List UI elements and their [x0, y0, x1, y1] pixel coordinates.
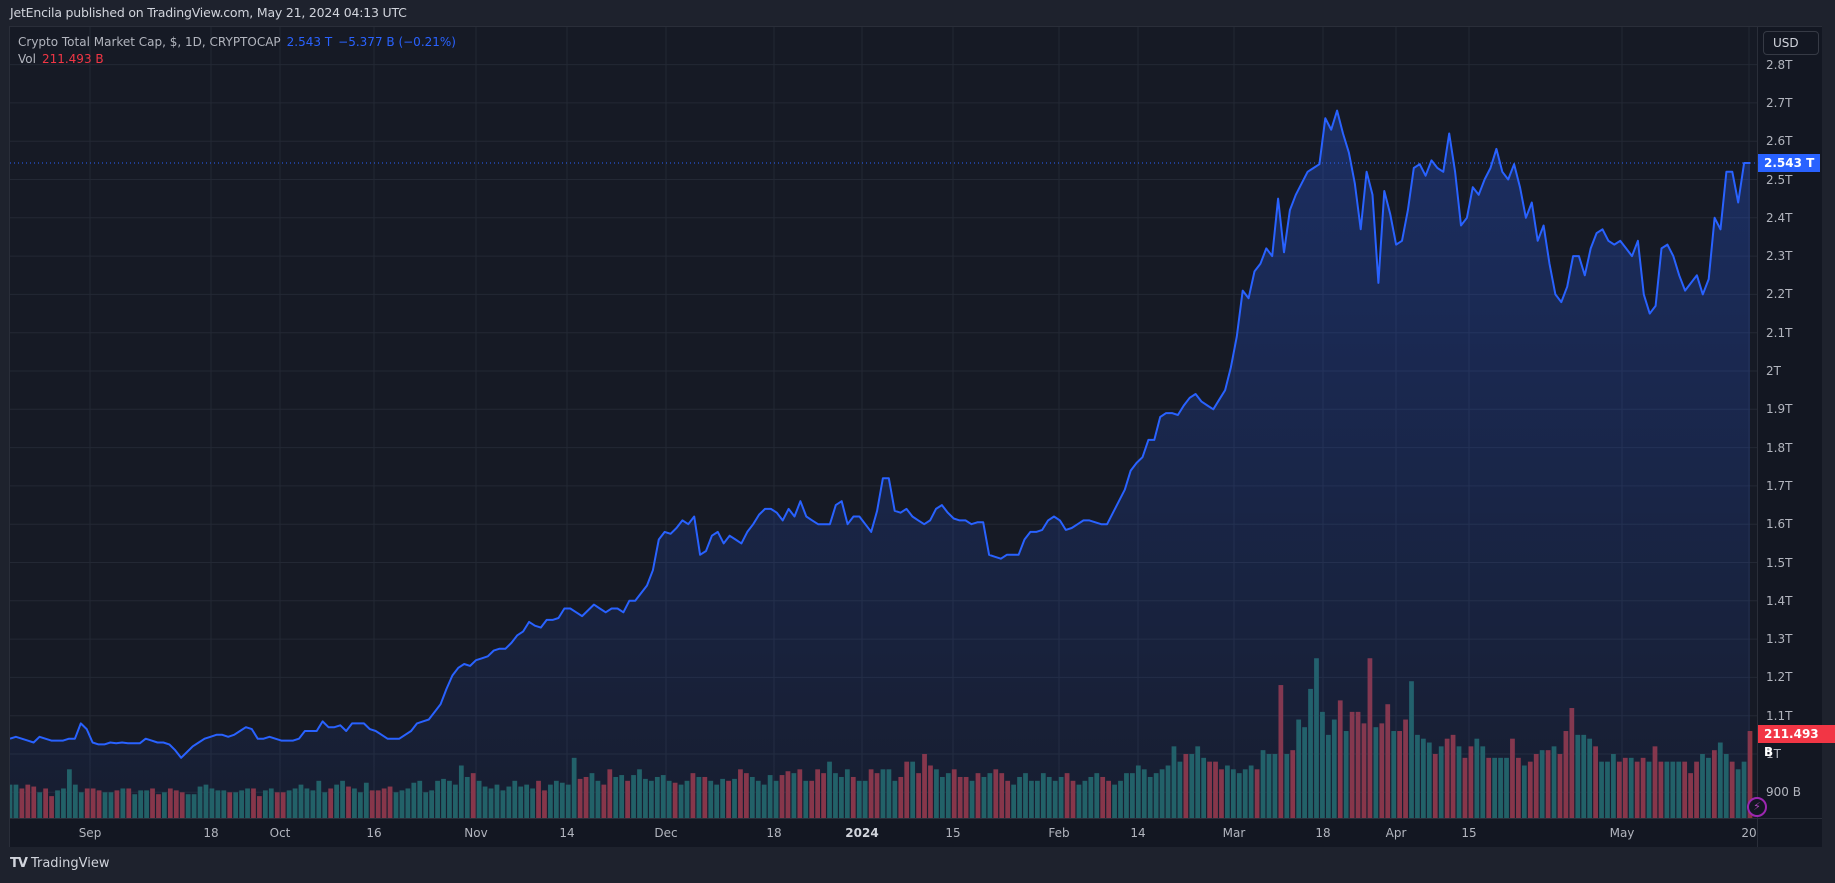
last-volume-label: 211.493 B [1758, 725, 1835, 759]
last-price: 2.543 T [286, 35, 333, 49]
y-tick-label: 1.3T [1766, 632, 1793, 647]
y-tick-label: 1.4T [1766, 593, 1793, 608]
x-tick-label: 20 [1741, 826, 1757, 840]
chart-pane[interactable] [10, 27, 1757, 818]
y-tick-label: 2.7T [1766, 95, 1793, 110]
x-tick-label: Sep [78, 826, 102, 840]
x-tick-label: 18 [766, 826, 782, 840]
x-tick-label: 15 [945, 826, 961, 840]
x-tick-label: 16 [366, 826, 382, 840]
x-tick-label: Mar [1222, 826, 1246, 840]
y-tick-label: 1.5T [1766, 555, 1793, 570]
y-tick-label: 2.4T [1766, 210, 1793, 225]
volume-legend[interactable]: Vol 211.493 B [18, 51, 456, 68]
x-tick-label: 15 [1461, 826, 1477, 840]
publish-info: JetEncila published on TradingView.com, … [10, 5, 407, 20]
chart-legend: Crypto Total Market Cap, $, 1D, CRYPTOCA… [18, 34, 456, 68]
y-tick-label: 2.1T [1766, 325, 1793, 340]
x-tick-label: Nov [464, 826, 488, 840]
last-price-label: 2.543 T [1758, 154, 1821, 173]
y-tick-label: 1T [1766, 747, 1781, 761]
lightning-icon[interactable]: ⚡ [1747, 797, 1767, 817]
symbol-title: Crypto Total Market Cap, $, 1D, CRYPTOCA… [18, 35, 281, 49]
y-tick-label: 2.5T [1766, 172, 1793, 187]
footer: TV TradingView [10, 856, 109, 871]
footer-brand[interactable]: TradingView [30, 856, 110, 871]
x-tick-label: Feb [1048, 826, 1070, 840]
time-axis[interactable]: Sep 18 Oct 16 Nov 14 Dec 18 2024 15 Feb 14 Mar 18 Apr 1… [10, 818, 1757, 847]
y-tick-label: 1.8T [1766, 440, 1793, 455]
volume-value: 211.493 B [41, 52, 104, 66]
x-tick-label: 2024 [845, 826, 879, 840]
currency-button[interactable]: USD [1763, 31, 1819, 55]
y-tick-label: 1.7T [1766, 478, 1793, 493]
x-tick-label: 18 [1315, 826, 1331, 840]
y-tick-label: 2.3T [1766, 249, 1793, 264]
x-tick-label: 14 [559, 826, 575, 840]
x-tick-label: 14 [1130, 826, 1146, 840]
y-tick-label: 1.2T [1766, 670, 1793, 685]
price-axis[interactable]: 2.8T 2.7T 2.6T 2.5T 2.4T 2.3T 2.2T 2.1T 2T 1.9T 1.… [1757, 27, 1822, 818]
symbol-legend[interactable]: Crypto Total Market Cap, $, 1D, CRYPTOCA… [18, 34, 456, 51]
x-tick-label: Apr [1385, 826, 1407, 840]
y-tick-label: 2T [1766, 364, 1781, 378]
y-tick-label: 2.2T [1766, 287, 1793, 302]
price-volume-chart [10, 27, 1757, 818]
y-tick-label: 2.8T [1766, 57, 1793, 72]
y-tick-label: 1.9T [1766, 402, 1793, 417]
axis-corner [1757, 818, 1822, 847]
x-tick-label: Dec [654, 826, 678, 840]
y-tick-label: 900 B [1766, 785, 1801, 800]
x-tick-label: Oct [269, 826, 291, 840]
y-tick-label: 1.6T [1766, 517, 1793, 532]
price-change: −5.377 B (−0.21%) [338, 35, 456, 49]
y-tick-label: 2.6T [1766, 134, 1793, 149]
tradingview-logo-icon: TV [10, 856, 28, 871]
volume-label: Vol [18, 52, 36, 66]
x-tick-label: 18 [203, 826, 219, 840]
x-tick-label: May [1609, 826, 1635, 840]
y-tick-label: 1.1T [1766, 708, 1793, 723]
